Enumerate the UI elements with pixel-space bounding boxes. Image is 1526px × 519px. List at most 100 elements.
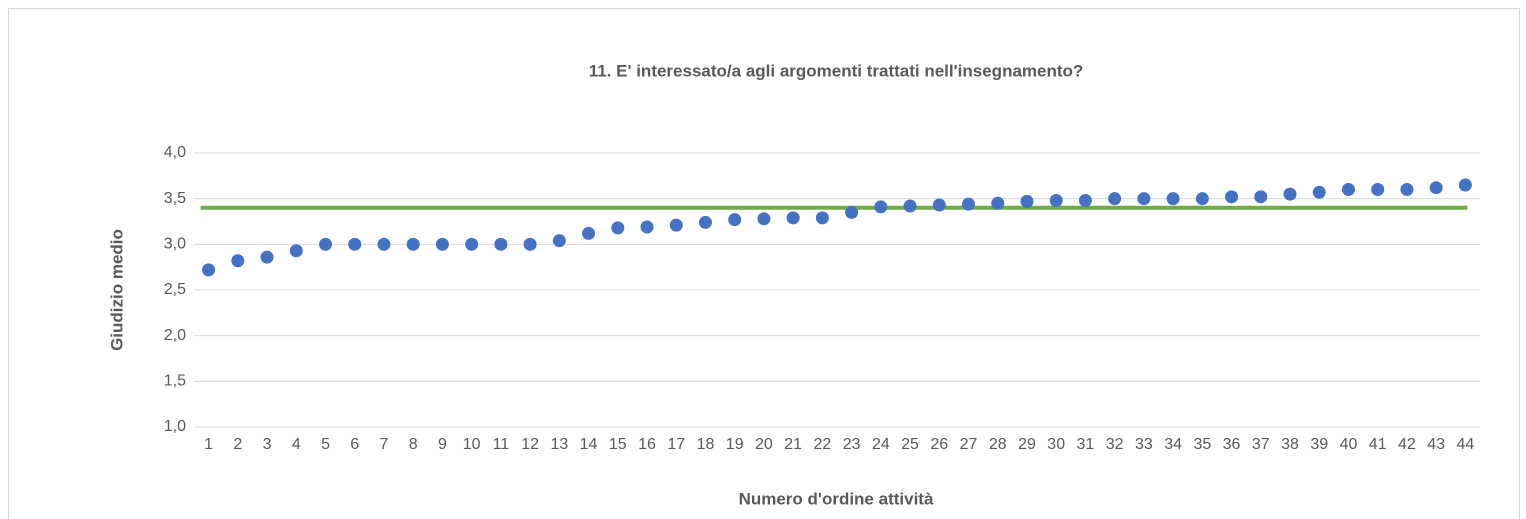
x-tick-label: 34 — [1164, 436, 1182, 453]
x-tick-label: 13 — [550, 436, 568, 453]
y-axis-label: Giudizio medio — [107, 229, 126, 351]
x-tick-label: 18 — [697, 436, 715, 453]
x-tick-label: 2 — [233, 436, 242, 453]
y-tick-label: 2,0 — [164, 327, 186, 344]
data-point — [348, 237, 362, 251]
data-point — [611, 221, 625, 235]
data-point — [1049, 193, 1063, 207]
data-point — [1341, 183, 1355, 197]
data-point — [494, 237, 508, 251]
data-point — [1371, 183, 1385, 197]
x-tick-label: 10 — [463, 436, 481, 453]
x-tick-label: 9 — [438, 436, 447, 453]
data-point — [1312, 185, 1326, 199]
x-tick-label: 16 — [638, 436, 656, 453]
data-point — [319, 237, 333, 251]
x-axis-label: Numero d'ordine attività — [739, 489, 934, 508]
x-tick-label: 27 — [960, 436, 978, 453]
x-tick-label: 33 — [1135, 436, 1153, 453]
x-tick-label: 15 — [609, 436, 627, 453]
x-tick-label: 36 — [1223, 436, 1241, 453]
data-point — [786, 211, 800, 225]
data-point — [1429, 181, 1443, 195]
x-tick-label: 38 — [1281, 436, 1299, 453]
data-point — [669, 218, 683, 232]
x-tick-label: 6 — [350, 436, 359, 453]
data-point — [874, 200, 888, 214]
x-tick-label: 4 — [292, 436, 301, 453]
x-tick-label: 7 — [380, 436, 389, 453]
chart-border — [8, 8, 1520, 519]
data-point — [289, 244, 303, 258]
data-point — [903, 199, 917, 213]
x-tick-label: 21 — [784, 436, 802, 453]
data-point — [202, 263, 216, 277]
x-tick-label: 20 — [755, 436, 773, 453]
chart-title: 11. E' interessato/a agli argomenti trat… — [589, 61, 1084, 80]
x-tick-label: 5 — [321, 436, 330, 453]
x-tick-label: 42 — [1398, 436, 1416, 453]
x-tick-label: 29 — [1018, 436, 1036, 453]
x-tick-label: 32 — [1106, 436, 1124, 453]
x-tick-label: 35 — [1193, 436, 1211, 453]
data-point — [260, 250, 274, 264]
data-point — [435, 237, 449, 251]
data-point — [640, 220, 654, 234]
x-tick-label: 24 — [872, 436, 890, 453]
data-point — [1166, 192, 1180, 206]
x-tick-label: 3 — [263, 436, 272, 453]
x-tick-label: 44 — [1456, 436, 1474, 453]
data-point — [1458, 178, 1472, 192]
x-tick-label: 31 — [1077, 436, 1095, 453]
data-point — [406, 237, 420, 251]
x-tick-label: 25 — [901, 436, 919, 453]
x-tick-label: 26 — [930, 436, 948, 453]
x-tick-label: 37 — [1252, 436, 1270, 453]
data-point — [377, 237, 391, 251]
data-point — [582, 226, 596, 240]
x-tick-label: 17 — [667, 436, 685, 453]
data-point — [1283, 187, 1297, 201]
data-point — [698, 215, 712, 229]
data-point — [231, 254, 245, 268]
data-point — [991, 196, 1005, 210]
data-point — [1195, 192, 1209, 206]
data-point — [728, 213, 742, 227]
data-point — [1400, 183, 1414, 197]
data-point — [523, 237, 537, 251]
data-point — [962, 197, 976, 211]
x-tick-label: 8 — [409, 436, 418, 453]
y-tick-label: 1,5 — [164, 373, 186, 390]
y-tick-label: 4,0 — [164, 144, 186, 161]
data-point — [1078, 193, 1092, 207]
x-tick-label: 23 — [843, 436, 861, 453]
y-tick-label: 3,5 — [164, 190, 186, 207]
x-tick-label: 11 — [493, 436, 510, 453]
data-point — [757, 212, 771, 226]
x-tick-label: 40 — [1340, 436, 1358, 453]
x-tick-label: 28 — [989, 436, 1007, 453]
y-tick-label: 3,0 — [164, 236, 186, 253]
data-point — [1108, 192, 1122, 206]
x-tick-label: 19 — [726, 436, 744, 453]
data-point — [932, 198, 946, 212]
x-tick-label: 22 — [813, 436, 831, 453]
data-point — [815, 211, 829, 225]
y-tick-label: 2,5 — [164, 281, 186, 298]
x-tick-label: 14 — [580, 436, 598, 453]
data-point — [1137, 192, 1151, 206]
data-point — [465, 237, 479, 251]
x-tick-label: 12 — [521, 436, 539, 453]
data-point — [552, 234, 566, 248]
x-tick-label: 39 — [1310, 436, 1328, 453]
data-point — [1254, 190, 1268, 204]
data-point — [845, 205, 859, 219]
y-tick-label: 1,0 — [164, 418, 186, 435]
x-tick-label: 43 — [1427, 436, 1445, 453]
data-point — [1020, 194, 1034, 208]
x-tick-label: 30 — [1047, 436, 1065, 453]
data-point — [1225, 190, 1239, 204]
x-tick-label: 1 — [204, 436, 213, 453]
x-tick-label: 41 — [1369, 436, 1387, 453]
